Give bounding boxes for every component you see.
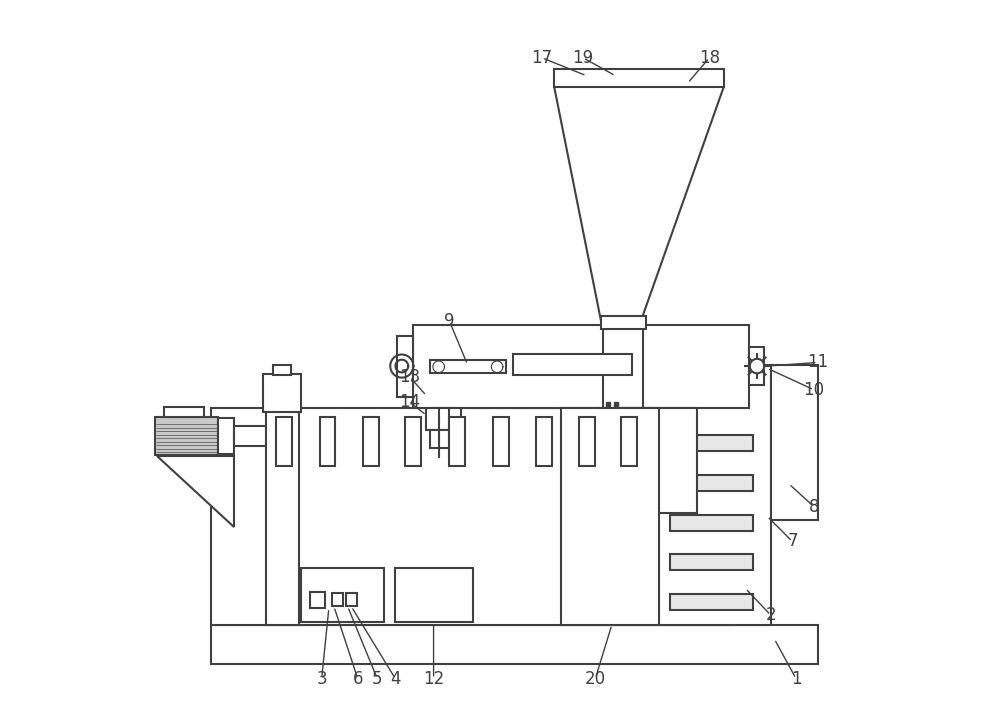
Text: 17: 17 <box>531 49 552 66</box>
Bar <box>449 417 465 466</box>
Bar <box>670 515 753 531</box>
Bar <box>164 407 204 417</box>
Bar <box>266 408 299 625</box>
Text: 14: 14 <box>399 393 420 411</box>
Text: 1: 1 <box>791 670 801 687</box>
Bar <box>513 354 632 375</box>
Text: 19: 19 <box>572 49 594 66</box>
Text: 2: 2 <box>765 606 776 624</box>
Text: 7: 7 <box>787 533 798 550</box>
Bar <box>234 426 269 446</box>
Bar <box>601 316 646 329</box>
Bar <box>346 593 357 606</box>
Text: 18: 18 <box>699 49 720 66</box>
Bar <box>301 568 384 622</box>
Bar <box>332 593 343 606</box>
Bar <box>320 417 335 466</box>
Bar <box>395 568 473 622</box>
Text: 11: 11 <box>807 354 828 371</box>
Text: 6: 6 <box>353 670 363 687</box>
Bar <box>413 325 749 408</box>
Bar <box>276 417 292 466</box>
Bar <box>310 592 325 608</box>
Bar <box>659 365 771 625</box>
Text: 13: 13 <box>399 368 420 386</box>
Bar <box>426 408 461 430</box>
Text: 9: 9 <box>444 313 455 330</box>
Bar <box>430 360 506 373</box>
Bar <box>405 417 421 466</box>
Bar <box>561 408 659 625</box>
Bar <box>670 594 753 610</box>
Bar <box>603 321 643 408</box>
Bar <box>607 408 697 513</box>
Text: 5: 5 <box>372 670 383 687</box>
Bar <box>670 475 753 491</box>
Bar <box>536 417 552 466</box>
Bar <box>155 417 218 455</box>
Bar <box>670 435 753 451</box>
Bar <box>363 417 379 466</box>
Bar <box>430 430 457 448</box>
Bar <box>579 417 595 466</box>
Bar <box>273 365 291 375</box>
Bar <box>554 69 724 87</box>
Text: 20: 20 <box>585 670 606 687</box>
Bar <box>265 422 655 458</box>
Bar <box>771 365 818 520</box>
Bar <box>597 408 652 520</box>
Bar <box>211 625 818 664</box>
Bar <box>621 417 637 466</box>
Bar <box>397 336 413 397</box>
Polygon shape <box>554 87 724 321</box>
Bar <box>218 418 234 454</box>
Text: 3: 3 <box>316 670 327 687</box>
Text: 8: 8 <box>809 498 819 516</box>
Text: 12: 12 <box>423 670 444 687</box>
Text: 4: 4 <box>390 670 401 687</box>
Polygon shape <box>157 456 234 527</box>
Bar <box>670 554 753 570</box>
Bar <box>493 417 509 466</box>
Bar <box>211 408 731 625</box>
Text: 10: 10 <box>804 381 825 399</box>
Bar <box>263 374 301 412</box>
Bar <box>749 347 764 385</box>
